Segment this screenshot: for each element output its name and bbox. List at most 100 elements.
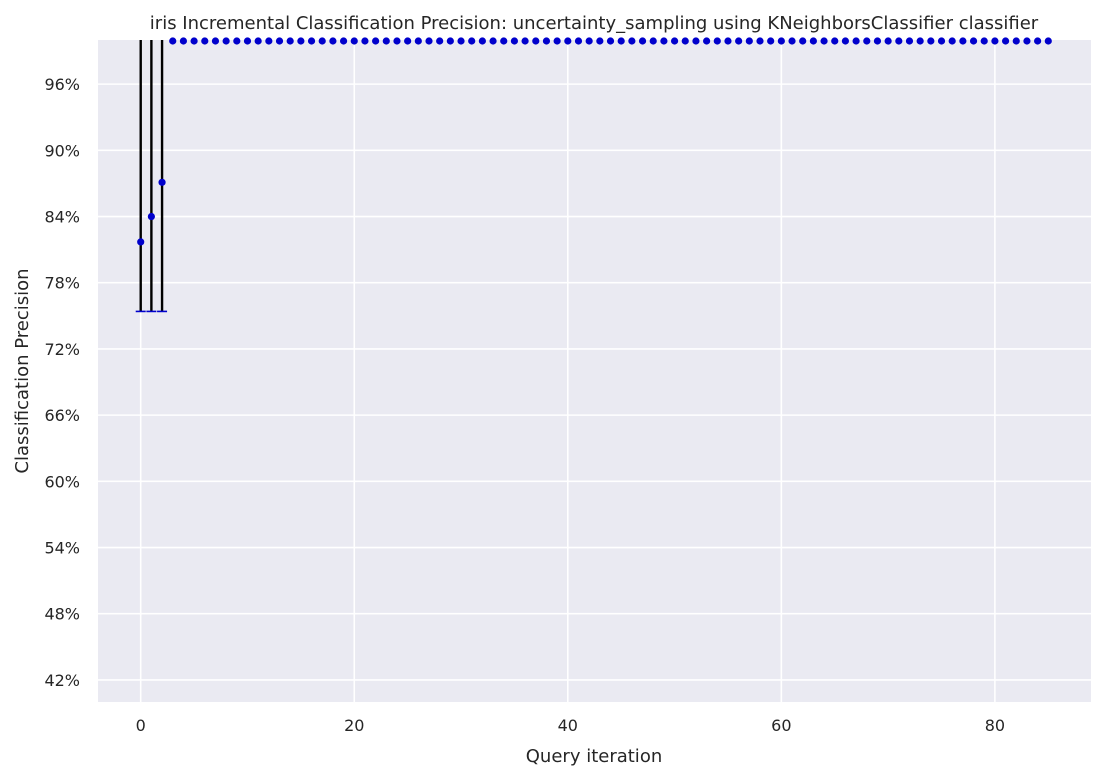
y-tick-label: 60% (44, 472, 80, 491)
data-point (660, 37, 668, 45)
data-point (265, 37, 273, 45)
data-point (617, 37, 625, 45)
data-point (799, 37, 807, 45)
data-point (585, 37, 593, 45)
data-point (713, 37, 721, 45)
data-point (937, 37, 946, 45)
data-point (553, 37, 561, 45)
data-point (393, 37, 401, 45)
x-axis-label: Query iteration (526, 746, 662, 767)
data-point (948, 37, 956, 45)
data-point (841, 37, 850, 45)
data-point (233, 37, 241, 45)
data-point (777, 37, 785, 45)
x-tick-label: 80 (985, 716, 1005, 735)
data-point (425, 37, 433, 45)
data-point (927, 37, 935, 45)
error-bars (135, 40, 168, 313)
data-point (297, 37, 305, 45)
data-point (532, 37, 540, 45)
data-point (895, 37, 903, 45)
data-point (1023, 37, 1031, 45)
data-point (446, 37, 454, 45)
data-point (969, 37, 978, 45)
data-point (1034, 37, 1042, 45)
data-point (350, 37, 358, 45)
grid-lines (98, 40, 1091, 702)
data-point (703, 37, 711, 45)
data-point (852, 37, 860, 45)
data-point (500, 37, 508, 45)
data-points (137, 37, 1052, 246)
data-point (692, 37, 700, 45)
data-point (831, 37, 839, 45)
data-point (959, 37, 967, 45)
data-point (745, 37, 753, 45)
data-point (596, 37, 604, 45)
x-tick-label: 0 (136, 716, 146, 735)
data-point (863, 37, 871, 45)
y-tick-label: 54% (44, 539, 80, 558)
data-point (873, 37, 882, 45)
data-point (158, 178, 166, 186)
data-point (478, 37, 486, 45)
y-tick-label: 78% (44, 274, 80, 293)
y-axis-label: Classification Precision (12, 268, 33, 473)
data-point (243, 37, 252, 45)
data-point (382, 37, 390, 45)
data-point (489, 37, 497, 45)
data-point (628, 37, 636, 45)
y-tick-label: 48% (44, 605, 80, 624)
data-point (564, 37, 572, 45)
x-tick-label: 60 (771, 716, 791, 735)
data-point (638, 37, 647, 45)
data-point (169, 37, 177, 45)
x-tick-label: 20 (344, 716, 364, 735)
y-tick-label: 84% (44, 208, 80, 227)
data-point (457, 37, 465, 45)
data-point (372, 37, 380, 45)
data-point (820, 37, 828, 45)
data-point (190, 37, 198, 45)
data-point (510, 37, 519, 45)
data-point (905, 37, 914, 45)
data-point (137, 238, 145, 246)
data-point (307, 37, 316, 45)
data-point (1044, 37, 1052, 45)
data-point (318, 37, 326, 45)
data-point (147, 212, 155, 221)
data-point (222, 37, 230, 45)
y-tick-label: 72% (44, 340, 80, 359)
data-point (275, 37, 284, 45)
data-point (980, 37, 988, 45)
data-point (756, 37, 764, 45)
data-point (991, 37, 999, 45)
data-point (670, 37, 679, 45)
data-point (436, 37, 444, 45)
data-point (884, 37, 892, 45)
y-tick-labels: 42% 48% 54% 60% 66% 72% 78% 84% 90% 96% (44, 75, 80, 690)
data-point (542, 37, 551, 45)
data-point (521, 37, 529, 45)
data-point (179, 37, 188, 45)
data-point (201, 37, 209, 45)
data-point (1012, 37, 1020, 45)
data-point (735, 37, 743, 45)
y-tick-label: 90% (44, 141, 80, 160)
data-point (767, 37, 775, 45)
x-tick-label: 40 (558, 716, 578, 735)
data-point (788, 37, 796, 45)
x-tick-labels: 0 20 40 60 80 (136, 716, 1005, 735)
y-tick-label: 42% (44, 671, 80, 690)
data-point (404, 37, 412, 45)
chart-title: iris Incremental Classification Precisio… (150, 13, 1039, 34)
data-point (606, 37, 615, 45)
data-point (211, 37, 220, 45)
plot-background (98, 40, 1091, 702)
data-point (916, 37, 924, 45)
y-tick-label: 66% (44, 406, 80, 425)
data-point (468, 37, 476, 45)
data-point (681, 37, 689, 45)
